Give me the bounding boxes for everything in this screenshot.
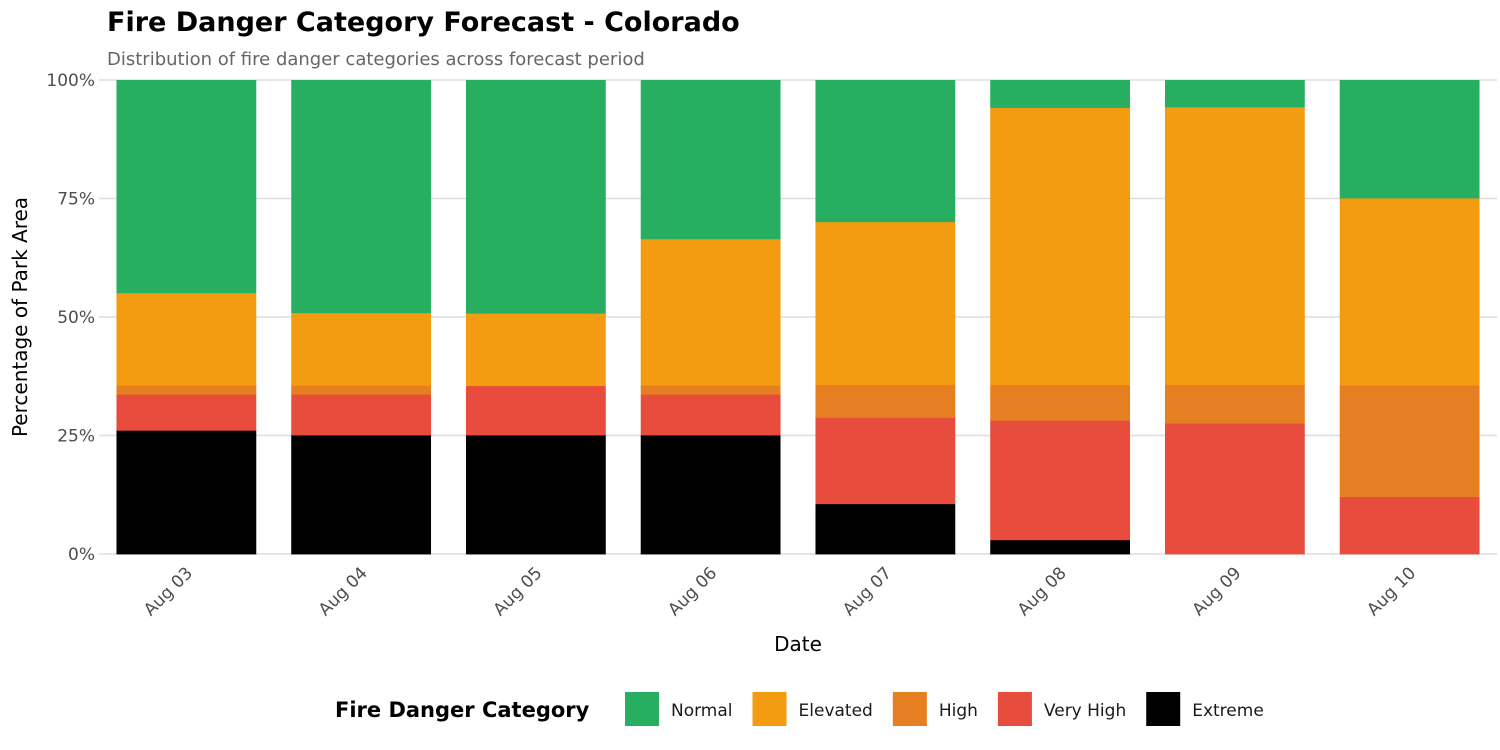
bar-extreme-aug-07 (815, 503, 956, 555)
y-tick-label: 100% (46, 71, 95, 91)
legend-label-normal: Normal (671, 701, 733, 721)
bar-elevated-aug-07 (815, 221, 956, 386)
bar-high-aug-04 (291, 385, 432, 395)
bar-extreme-aug-03 (116, 430, 257, 555)
bar-normal-aug-10 (1339, 80, 1480, 199)
legend-swatch-high (892, 692, 927, 726)
x-tick-label: Aug 08 (1014, 563, 1071, 620)
bar-normal-aug-09 (1164, 80, 1305, 108)
bar-high-aug-08 (990, 384, 1131, 421)
y-tick-label: 75% (57, 190, 95, 210)
bar-very-high-aug-04 (291, 394, 432, 436)
y-axis: 0% 25% 50% 75% 100% (46, 71, 95, 565)
bar-high-aug-03 (116, 385, 257, 395)
bar-very-high-aug-06 (640, 394, 781, 436)
chart-title: Fire Danger Category Forecast - Colorado (107, 7, 740, 38)
x-tick-label: Aug 07 (839, 563, 896, 620)
x-axis-title: Date (774, 632, 822, 656)
bar-normal-aug-07 (815, 80, 956, 223)
bar-normal-aug-06 (640, 80, 781, 240)
bar-very-high-aug-08 (990, 420, 1131, 541)
bar-extreme-aug-06 (640, 435, 781, 555)
legend-title: Fire Danger Category (335, 698, 590, 722)
bar-extreme-aug-08 (990, 539, 1131, 555)
bar-normal-aug-05 (465, 80, 606, 314)
x-tick-label: Aug 09 (1189, 563, 1246, 620)
legend-label-high: High (939, 701, 978, 721)
x-tick-label: Aug 10 (1363, 563, 1420, 620)
bar-elevated-aug-05 (465, 313, 606, 387)
x-axis: Aug 03 Aug 04 Aug 05 Aug 06 Aug 07 Aug 08 Aug … (140, 563, 1420, 620)
chart-subtitle: Distribution of fire danger categories a… (107, 49, 645, 70)
bar-very-high-aug-09 (1164, 423, 1305, 555)
y-tick-label: 25% (57, 427, 95, 447)
bar-extreme-aug-04 (291, 435, 432, 555)
legend-label-extreme: Extreme (1192, 701, 1264, 721)
bar-very-high-aug-07 (815, 417, 956, 505)
legend-swatch-normal (625, 692, 659, 726)
bar-elevated-aug-10 (1339, 198, 1480, 386)
bar-elevated-aug-04 (291, 312, 432, 386)
legend: Fire Danger Category Normal Elevated High V… (335, 692, 1264, 726)
legend-swatch-very-high (997, 692, 1032, 726)
bar-elevated-aug-09 (1164, 107, 1305, 386)
bar-elevated-aug-08 (990, 107, 1131, 386)
bar-elevated-aug-06 (640, 238, 781, 386)
bar-high-aug-07 (815, 384, 956, 418)
legend-label-elevated: Elevated (799, 701, 873, 721)
bar-normal-aug-03 (116, 80, 257, 294)
bar-high-aug-06 (640, 385, 781, 395)
bar-elevated-aug-03 (116, 292, 257, 386)
y-tick-label: 0% (68, 545, 95, 565)
y-tick-label: 50% (57, 308, 95, 328)
bar-very-high-aug-10 (1339, 496, 1480, 555)
bars (116, 80, 1480, 555)
legend-label-very-high: Very High (1044, 701, 1126, 721)
bar-normal-aug-08 (990, 80, 1131, 108)
bar-normal-aug-04 (291, 80, 432, 314)
x-tick-label: Aug 06 (664, 563, 721, 620)
legend-swatch-extreme (1146, 692, 1181, 726)
x-tick-label: Aug 03 (140, 563, 197, 620)
legend-swatch-elevated (752, 692, 787, 726)
bar-very-high-aug-05 (465, 385, 606, 436)
y-axis-title: Percentage of Park Area (8, 197, 32, 437)
bar-high-aug-09 (1164, 384, 1305, 424)
bar-high-aug-10 (1339, 385, 1480, 498)
x-tick-label: Aug 05 (490, 563, 547, 620)
bar-very-high-aug-03 (116, 394, 257, 431)
x-tick-label: Aug 04 (315, 563, 372, 620)
bar-extreme-aug-05 (465, 435, 606, 555)
